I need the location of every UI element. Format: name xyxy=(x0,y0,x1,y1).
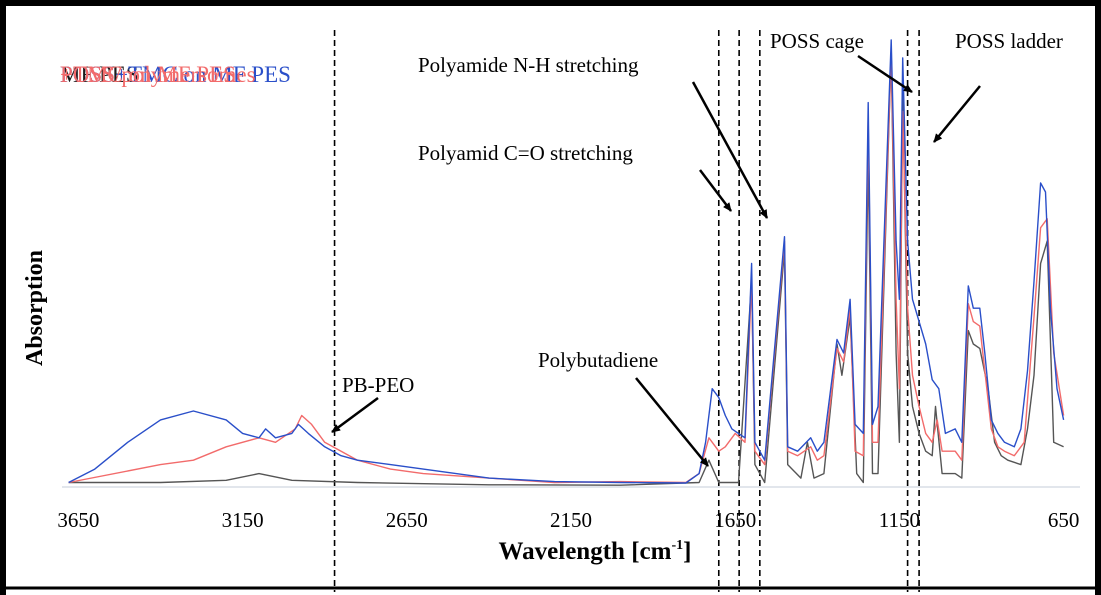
arrow-polyamid-co xyxy=(699,169,732,212)
x-tick-label: 2150 xyxy=(550,508,592,532)
legend-entry-mf-pes: MF PES xyxy=(60,62,139,87)
annotation-polyamide-nh: Polyamide N-H stretching xyxy=(418,53,639,77)
x-tick-label: 3150 xyxy=(222,508,264,532)
legend-entry-tmc-on-mf-pes: +TMC on MF PES xyxy=(60,62,236,87)
legend-entry-poss-tmc: POSS+TMC on MF PES xyxy=(60,62,291,87)
annotation-polybutadiene: Polybutadiene xyxy=(538,348,658,372)
y-axis-label: Absorption xyxy=(22,250,48,366)
arrow-polyamide-nh xyxy=(691,81,769,219)
arrow-polybutadiene xyxy=(635,377,709,467)
x-axis-label: Wavelength [cm-1] xyxy=(499,538,692,565)
x-tick-label: 3650 xyxy=(57,508,99,532)
x-tick-label: 650 xyxy=(1048,508,1080,532)
series-line-2 xyxy=(68,52,1065,484)
arrow-poss-cage xyxy=(857,54,913,94)
x-tick-label: 1150 xyxy=(879,508,920,532)
annotation-pb-peo: PB-PEO xyxy=(342,373,414,397)
x-tick-label: 2650 xyxy=(386,508,428,532)
annotation-poss-ladder: POSS ladder xyxy=(955,29,1063,53)
annotation-poss-cage: POSS cage xyxy=(770,29,864,53)
series-line-3 xyxy=(68,39,1065,484)
x-tick-label: 1650 xyxy=(714,508,756,532)
annotation-polyamid-co: Polyamid C=O stretching xyxy=(418,141,633,165)
arrow-poss-ladder xyxy=(933,85,981,143)
legend-entry-poss-polymersomes: POSS/polymersomes xyxy=(60,62,256,87)
arrow-pb-peo xyxy=(331,396,379,434)
